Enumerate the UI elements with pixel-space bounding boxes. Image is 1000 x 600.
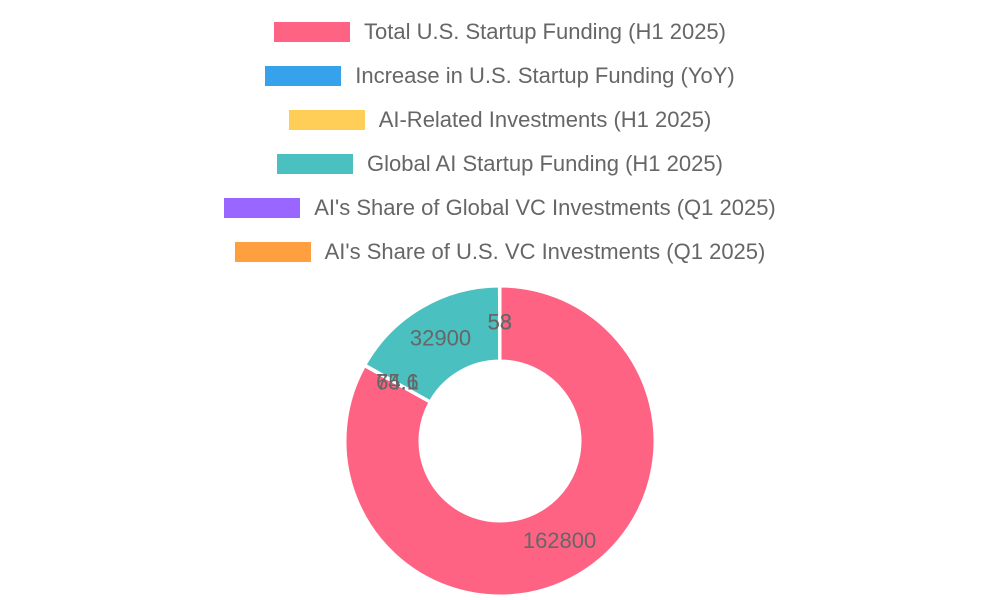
data-label-ai-s-share-of-global-vc-investments-q1-2025: 53 — [487, 309, 511, 334]
data-label-global-ai-startup-funding-h1-2025: 32900 — [410, 325, 471, 350]
legend-item-ai-global-vc-share[interactable]: AI's Share of Global VC Investments (Q1 … — [0, 186, 1000, 230]
legend-label: Total U.S. Startup Funding (H1 2025) — [364, 19, 726, 44]
legend-label: AI's Share of U.S. VC Investments (Q1 20… — [324, 239, 766, 264]
legend-item-ai-investments[interactable]: AI-Related Investments (H1 2025) — [0, 98, 1000, 142]
legend-label: AI-Related Investments (H1 2025) — [378, 107, 712, 132]
legend-item-ai-us-vc-share[interactable]: AI's Share of U.S. VC Investments (Q1 20… — [0, 230, 1000, 274]
chart-legend: Total U.S. Startup Funding (H1 2025) Inc… — [0, 10, 1000, 274]
data-label-ai-s-share-of-u-s-vc-investments-q1-2025: 58 — [488, 309, 512, 334]
data-label-ai-related-investments-h1-2025: 64.1 — [376, 369, 419, 394]
legend-item-us-funding-increase[interactable]: Increase in U.S. Startup Funding (YoY) — [0, 54, 1000, 98]
data-label-increase-in-u-s-startup-funding-yoy: 75.6 — [376, 370, 419, 395]
legend-swatch — [234, 242, 311, 262]
legend-label: Global AI Startup Funding (H1 2025) — [367, 151, 723, 176]
legend-label: Increase in U.S. Startup Funding (YoY) — [355, 63, 735, 88]
slice-total-u-s-startup-funding-h1-2025[interactable] — [343, 284, 657, 598]
legend-label: AI's Share of Global VC Investments (Q1 … — [314, 195, 776, 220]
data-label-total-u-s-startup-funding-h1-2025: 162800 — [523, 528, 596, 553]
legend-swatch — [265, 66, 342, 86]
legend-swatch — [277, 154, 354, 174]
legend-swatch — [274, 22, 351, 42]
legend-item-global-ai-funding[interactable]: Global AI Startup Funding (H1 2025) — [0, 142, 1000, 186]
legend-swatch — [288, 110, 365, 130]
legend-swatch — [224, 198, 301, 218]
legend-item-total-us-funding[interactable]: Total U.S. Startup Funding (H1 2025) — [0, 10, 1000, 54]
